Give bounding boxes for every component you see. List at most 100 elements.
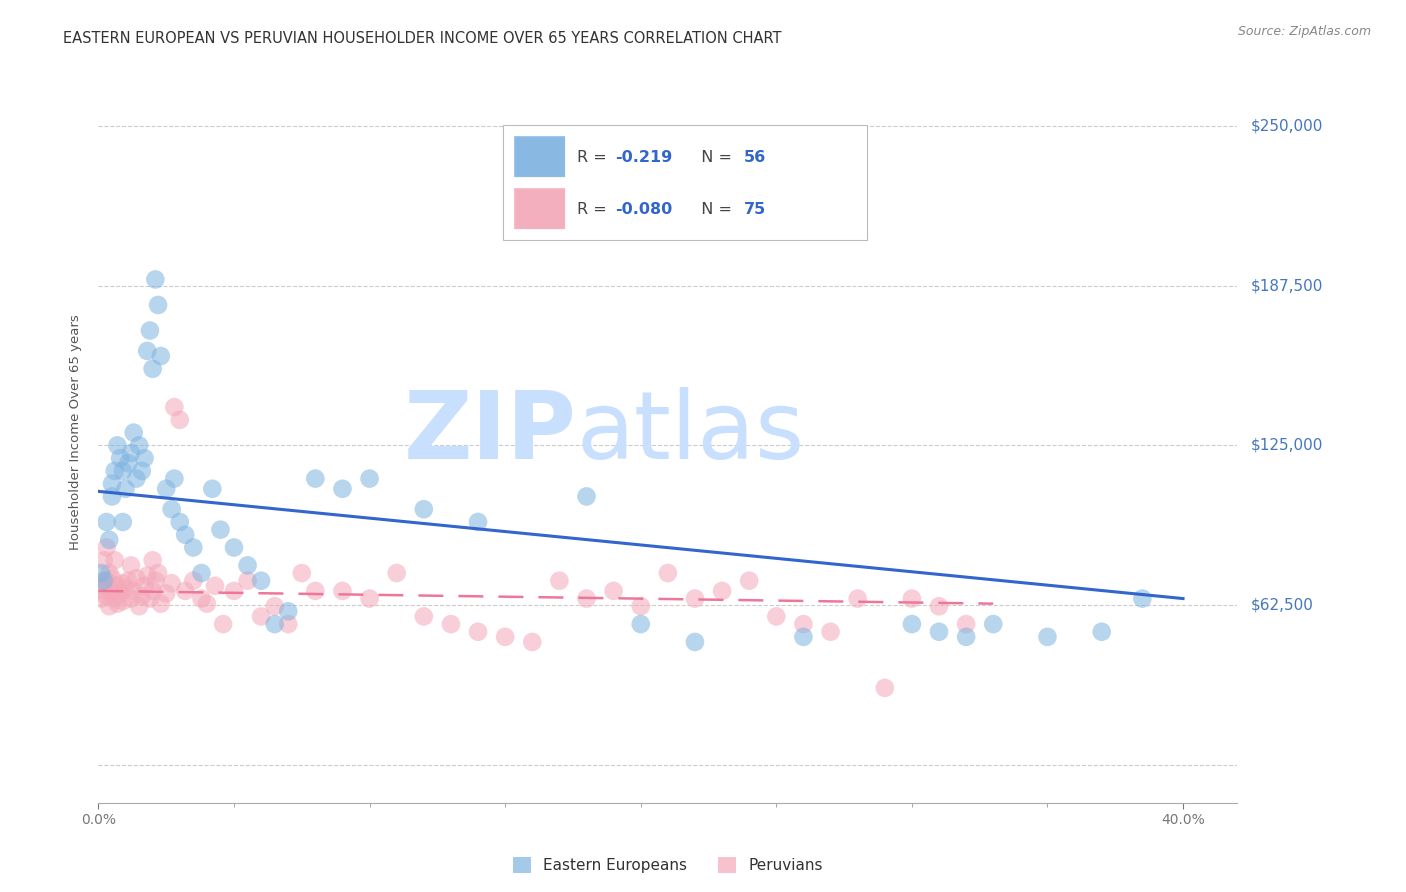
Text: atlas: atlas	[576, 386, 806, 479]
Point	[359, 472, 381, 486]
Point	[602, 583, 624, 598]
Point	[145, 272, 167, 286]
Point	[142, 583, 165, 598]
Point	[385, 566, 408, 580]
Point	[96, 589, 118, 603]
Point	[467, 515, 489, 529]
Point	[93, 583, 115, 598]
Point	[183, 541, 205, 555]
Point	[683, 635, 706, 649]
Point	[108, 451, 131, 466]
Point	[122, 583, 145, 598]
Point	[212, 617, 235, 632]
Text: R =: R =	[576, 202, 612, 217]
Point	[96, 515, 118, 529]
Point	[101, 571, 124, 585]
FancyBboxPatch shape	[503, 126, 868, 240]
Point	[467, 624, 489, 639]
Point	[209, 523, 232, 537]
Point	[222, 583, 245, 598]
Point	[111, 515, 134, 529]
Point	[114, 582, 136, 596]
Point	[277, 604, 299, 618]
Point	[548, 574, 571, 588]
Point	[955, 617, 977, 632]
Text: 56: 56	[744, 150, 766, 165]
Point	[304, 583, 326, 598]
Point	[145, 574, 167, 588]
Text: -0.080: -0.080	[616, 202, 672, 217]
Point	[575, 591, 598, 606]
FancyBboxPatch shape	[515, 188, 565, 229]
Text: ZIP: ZIP	[404, 386, 576, 479]
Point	[792, 617, 814, 632]
Point	[163, 472, 186, 486]
Point	[765, 609, 787, 624]
Point	[263, 599, 285, 614]
Point	[683, 591, 706, 606]
Point	[163, 400, 186, 414]
Point	[901, 591, 924, 606]
Point	[1036, 630, 1059, 644]
Point	[93, 574, 115, 588]
Point	[155, 482, 177, 496]
Point	[104, 464, 127, 478]
Point	[174, 583, 197, 598]
Point	[104, 591, 127, 606]
Point	[738, 574, 761, 588]
Point	[155, 586, 177, 600]
Point	[195, 597, 218, 611]
Point	[131, 464, 153, 478]
Text: $125,000: $125,000	[1251, 438, 1323, 453]
Point	[1091, 624, 1114, 639]
Point	[494, 630, 516, 644]
Point	[183, 574, 205, 588]
Point	[190, 591, 212, 606]
Text: R =: R =	[576, 150, 612, 165]
Point	[359, 591, 381, 606]
Point	[792, 630, 814, 644]
Text: $187,500: $187,500	[1251, 278, 1323, 293]
Point	[630, 617, 652, 632]
Point	[120, 446, 142, 460]
Text: EASTERN EUROPEAN VS PERUVIAN HOUSEHOLDER INCOME OVER 65 YEARS CORRELATION CHART: EASTERN EUROPEAN VS PERUVIAN HOUSEHOLDER…	[63, 31, 782, 46]
Point	[332, 482, 354, 496]
Text: 75: 75	[744, 202, 766, 217]
Point	[236, 574, 259, 588]
Point	[107, 579, 129, 593]
Point	[111, 464, 134, 478]
Point	[522, 635, 544, 649]
Point	[149, 349, 172, 363]
Point	[204, 579, 226, 593]
Point	[134, 579, 156, 593]
Point	[160, 502, 183, 516]
Text: $250,000: $250,000	[1251, 119, 1323, 134]
Point	[169, 515, 191, 529]
Point	[122, 425, 145, 440]
Point	[236, 558, 259, 573]
Point	[149, 597, 172, 611]
Point	[90, 591, 112, 606]
Point	[104, 553, 127, 567]
Point	[277, 617, 299, 632]
Point	[93, 553, 115, 567]
Point	[117, 574, 139, 588]
Point	[96, 574, 118, 588]
Point	[131, 589, 153, 603]
Point	[291, 566, 314, 580]
Point	[928, 599, 950, 614]
Point	[117, 456, 139, 470]
Point	[142, 361, 165, 376]
Point	[630, 599, 652, 614]
Point	[107, 597, 129, 611]
Point	[98, 599, 121, 614]
Point	[125, 472, 148, 486]
Point	[98, 566, 121, 580]
Point	[981, 617, 1004, 632]
Point	[101, 490, 124, 504]
Point	[128, 438, 150, 452]
Point	[174, 527, 197, 541]
Point	[955, 630, 977, 644]
Point	[136, 343, 159, 358]
Point	[146, 298, 169, 312]
